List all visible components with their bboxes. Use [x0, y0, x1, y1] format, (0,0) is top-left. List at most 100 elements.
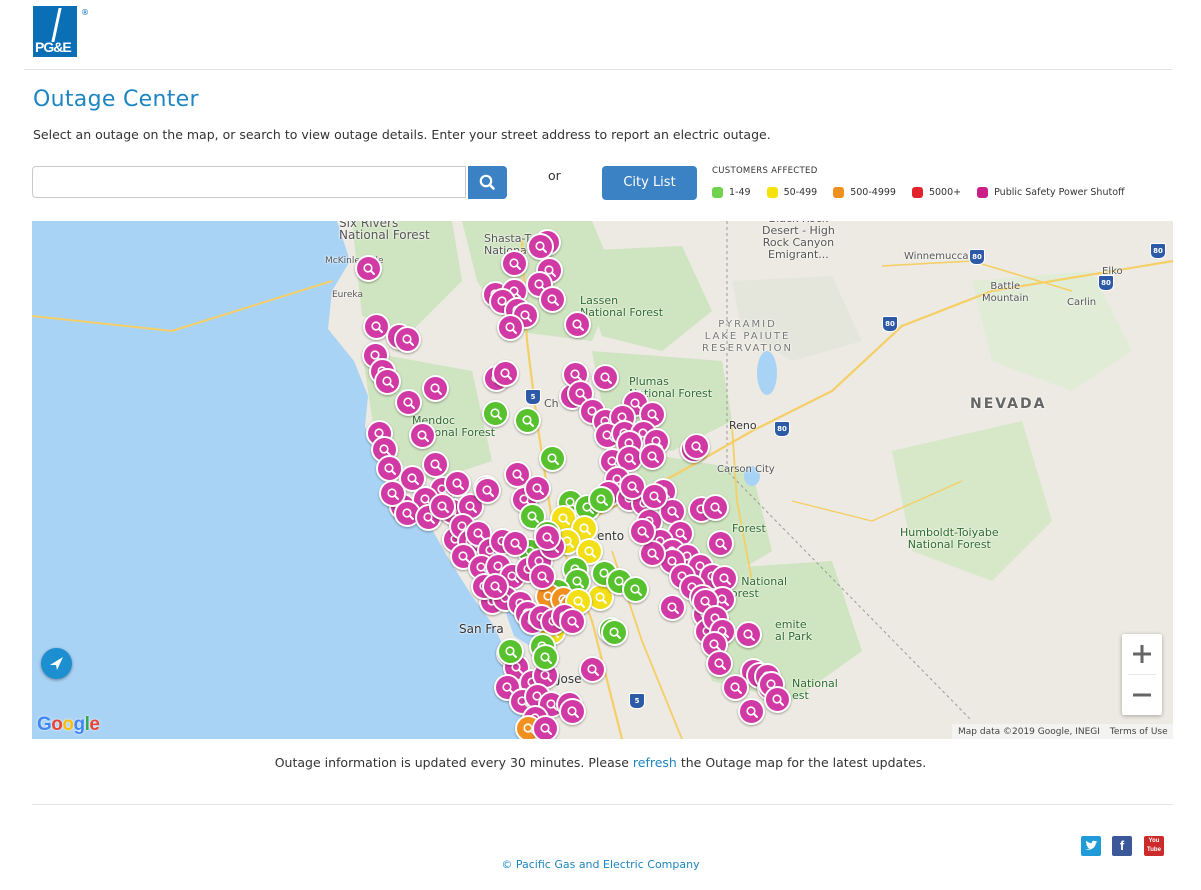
- terms-of-use-link[interactable]: Terms of Use: [1109, 727, 1168, 737]
- outage-marker[interactable]: [501, 250, 528, 277]
- outage-marker[interactable]: [474, 477, 501, 504]
- outage-marker[interactable]: [539, 445, 566, 472]
- outage-marker[interactable]: [539, 286, 566, 313]
- outage-marker[interactable]: [422, 451, 449, 478]
- outage-marker[interactable]: [559, 698, 586, 725]
- outage-marker[interactable]: [706, 650, 733, 677]
- outage-marker[interactable]: [429, 493, 456, 520]
- outage-marker[interactable]: [707, 530, 734, 557]
- magnifier-icon: [547, 453, 559, 465]
- outage-marker[interactable]: [395, 389, 422, 416]
- zoom-out-button[interactable]: [1122, 675, 1162, 715]
- magnifier-icon: [609, 627, 621, 639]
- map-label-pyramid: PYRAMID LAKE PAIUTE RESERVATION: [702, 319, 794, 354]
- outage-marker[interactable]: [497, 638, 524, 665]
- map-label-yosemite: emite al Park: [775, 618, 813, 643]
- outage-map[interactable]: Six Rivers National Forest McKinleyville…: [32, 221, 1173, 739]
- outage-marker[interactable]: [355, 255, 382, 282]
- outage-marker[interactable]: [639, 443, 666, 470]
- outage-marker[interactable]: [529, 563, 556, 590]
- address-search-input[interactable]: [32, 166, 466, 198]
- zoom-in-button[interactable]: [1122, 634, 1162, 674]
- outage-marker[interactable]: [497, 314, 524, 341]
- outage-marker[interactable]: [622, 576, 649, 603]
- twitter-icon[interactable]: [1081, 836, 1101, 856]
- logo-bolt: [51, 8, 62, 42]
- outage-marker[interactable]: [524, 475, 551, 502]
- registered-mark: ®: [81, 8, 89, 17]
- locate-button[interactable]: [41, 648, 72, 679]
- outage-marker[interactable]: [629, 518, 656, 545]
- magnifier-icon: [510, 538, 522, 550]
- outage-marker[interactable]: [722, 674, 749, 701]
- outage-marker[interactable]: [482, 573, 509, 600]
- outage-marker[interactable]: [502, 530, 529, 557]
- magnifier-icon: [387, 488, 399, 500]
- magnifier-icon: [647, 548, 659, 560]
- map-label-winnemucca: Winnemucca: [904, 251, 969, 262]
- magnifier-icon: [691, 441, 703, 453]
- magnifier-icon: [667, 602, 679, 614]
- magnifier-icon: [709, 639, 721, 651]
- legend-swatch: [911, 187, 923, 198]
- youtube-icon[interactable]: You Tube: [1144, 836, 1164, 856]
- outage-marker[interactable]: [504, 461, 531, 488]
- copyright: © Pacific Gas and Electric Company: [501, 858, 700, 871]
- outage-marker[interactable]: [527, 233, 554, 260]
- outage-marker[interactable]: [532, 715, 559, 739]
- magnifier-icon: [505, 322, 517, 334]
- outage-marker[interactable]: [683, 433, 710, 460]
- navigation-arrow-icon: [50, 657, 63, 670]
- outage-marker[interactable]: [482, 400, 509, 427]
- magnifier-icon: [520, 310, 532, 322]
- outage-marker[interactable]: [444, 470, 471, 497]
- magnifier-icon: [587, 664, 599, 676]
- magnifier-icon: [540, 652, 552, 664]
- outage-marker[interactable]: [559, 608, 586, 635]
- outage-marker[interactable]: [619, 473, 646, 500]
- magnifier-icon: [540, 670, 552, 682]
- outage-marker[interactable]: [659, 594, 686, 621]
- outage-marker[interactable]: [422, 375, 449, 402]
- outage-marker[interactable]: [374, 368, 401, 395]
- outage-marker[interactable]: [514, 407, 541, 434]
- outage-marker[interactable]: [702, 494, 729, 521]
- pge-logo[interactable]: PG&E: [33, 6, 77, 57]
- legend-swatch: [833, 187, 845, 198]
- magnifier-icon: [430, 459, 442, 471]
- outage-marker[interactable]: [409, 422, 436, 449]
- or-label: or: [548, 168, 561, 183]
- outage-marker[interactable]: [579, 656, 606, 683]
- magnifier-icon: [567, 616, 579, 628]
- outage-marker[interactable]: [738, 698, 765, 725]
- magnifier-icon: [637, 526, 649, 538]
- youtube-glyph: You Tube: [1147, 838, 1161, 853]
- magnifier-icon: [570, 369, 582, 381]
- facebook-icon[interactable]: f: [1112, 836, 1132, 856]
- magnifier-icon: [535, 241, 547, 253]
- outage-marker[interactable]: [764, 686, 791, 713]
- legend-item: Public Safety Power Shutoff: [977, 187, 1125, 198]
- outage-marker[interactable]: [588, 486, 615, 513]
- outage-marker[interactable]: [492, 360, 519, 387]
- outage-marker[interactable]: [532, 644, 559, 671]
- legend-label: Public Safety Power Shutoff: [994, 187, 1125, 198]
- outage-marker[interactable]: [592, 364, 619, 391]
- highway-shield-icon: 80: [1098, 275, 1114, 291]
- outage-marker[interactable]: [363, 313, 390, 340]
- city-list-button[interactable]: City List: [602, 166, 697, 200]
- outage-marker[interactable]: [534, 524, 561, 551]
- outage-marker[interactable]: [564, 311, 591, 338]
- outage-marker[interactable]: [735, 621, 762, 648]
- legend-item: 500-4999: [833, 187, 896, 198]
- map-label-black-rock: Black Rock Desert - High Rock Canyon Emi…: [762, 221, 835, 261]
- page-title: Outage Center: [33, 87, 199, 112]
- search-button[interactable]: [468, 166, 507, 199]
- legend-label: 5000+: [928, 187, 962, 198]
- outage-marker[interactable]: [601, 619, 628, 646]
- magnifier-icon: [537, 571, 549, 583]
- map-attribution: Map data ©2019 Google, INEGI Terms of Use: [952, 724, 1173, 739]
- outage-marker[interactable]: [641, 483, 668, 510]
- outage-marker[interactable]: [394, 326, 421, 353]
- refresh-link[interactable]: refresh: [632, 755, 677, 770]
